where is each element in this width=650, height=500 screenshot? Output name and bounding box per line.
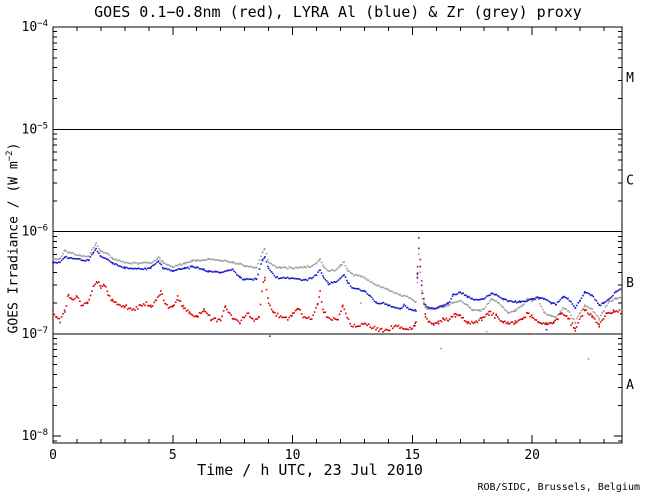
svg-text:B: B <box>626 276 634 291</box>
svg-text:10−7: 10−7 <box>22 326 49 342</box>
svg-text:M: M <box>626 71 634 86</box>
svg-text:5: 5 <box>169 448 177 463</box>
svg-text:10−6: 10−6 <box>22 224 49 240</box>
flare-class-labels: M C B A <box>626 71 634 393</box>
series-lyra-zr-proxy <box>52 242 622 324</box>
svg-text:C: C <box>626 173 634 188</box>
x-axis-title: Time / h UTC, 23 Jul 2010 <box>197 461 423 479</box>
series-goes-0-1-0-8nm <box>52 237 622 333</box>
y-axis-tick-labels: 10−4 10−5 10−6 10−7 10−8 <box>22 19 49 444</box>
flare-class-boundary-lines <box>53 128 622 335</box>
svg-text:10: 10 <box>285 448 301 463</box>
plot-border <box>52 26 623 444</box>
svg-text:20: 20 <box>524 448 540 463</box>
credit-text: ROB/SIDC, Brussels, Belgium <box>477 482 640 493</box>
outlier-dots <box>269 302 590 360</box>
series-lyra-al-proxy <box>52 247 622 312</box>
svg-text:10−5: 10−5 <box>22 121 49 137</box>
svg-text:0: 0 <box>49 448 57 463</box>
axis-ticks <box>52 26 622 443</box>
svg-text:15: 15 <box>405 448 421 463</box>
svg-text:10−8: 10−8 <box>22 428 49 444</box>
svg-text:A: A <box>626 378 634 393</box>
svg-text:10−4: 10−4 <box>22 19 49 35</box>
chart-title: GOES 0.1−0.8nm (red), LYRA Al (blue) & Z… <box>94 3 582 21</box>
x-axis-tick-labels: 0 5 10 15 20 <box>49 448 540 463</box>
